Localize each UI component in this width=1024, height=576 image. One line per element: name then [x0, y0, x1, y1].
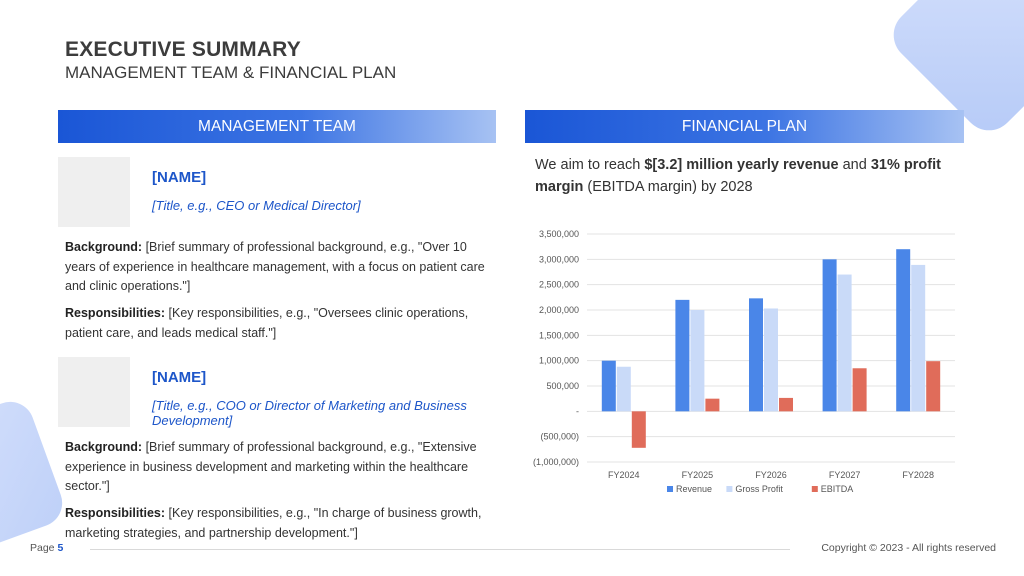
legend-label: Revenue: [676, 484, 712, 494]
x-tick-label: FY2024: [608, 470, 640, 480]
y-tick-label: (1,000,000): [533, 457, 579, 467]
member-title: [Title, e.g., CEO or Medical Director]: [152, 198, 361, 213]
y-tick-label: 2,000,000: [539, 305, 579, 315]
y-tick-label: 2,500,000: [539, 280, 579, 290]
copyright-text: Copyright © 2023 - All rights reserved: [821, 542, 996, 554]
bar-revenue: [601, 360, 616, 412]
bar-gross-profit: [690, 310, 705, 412]
legend-label: EBITDA: [821, 484, 854, 494]
bar-gross-profit: [764, 308, 778, 412]
financial-goal-text: We aim to reach $[3.2] million yearly re…: [535, 154, 965, 198]
y-tick-label: 1,000,000: [539, 356, 579, 366]
responsibilities-label: Responsibilities:: [65, 506, 166, 520]
page-title: EXECUTIVE SUMMARY: [65, 38, 301, 61]
legend-swatch: [667, 486, 673, 492]
bar-revenue: [896, 249, 911, 412]
bar-revenue: [675, 299, 690, 412]
x-tick-label: FY2028: [902, 470, 934, 480]
y-tick-label: 1,500,000: [539, 330, 579, 340]
goal-text-part: and: [838, 157, 871, 173]
y-tick-label: (500,000): [540, 432, 579, 442]
y-tick-label: 3,000,000: [539, 254, 579, 264]
member-background: Background: [Brief summary of profession…: [65, 438, 485, 497]
x-tick-label: FY2026: [755, 470, 787, 480]
page-label: Page: [30, 542, 55, 554]
member-background: Background: [Brief summary of profession…: [65, 238, 485, 297]
goal-revenue-highlight: $[3.2] million yearly revenue: [644, 157, 839, 173]
x-tick-label: FY2025: [682, 470, 714, 480]
bar-gross-profit: [837, 274, 852, 412]
bar-ebitda: [852, 368, 867, 412]
member-name: [NAME]: [152, 369, 207, 386]
responsibilities-text: [Key responsibilities, e.g., "Oversees c…: [65, 306, 469, 340]
bar-gross-profit: [616, 366, 631, 412]
bar-ebitda: [779, 397, 793, 412]
financial-plan-heading: FINANCIAL PLAN: [525, 110, 964, 143]
bar-revenue: [749, 298, 763, 412]
page-number: Page 5: [30, 542, 63, 554]
member-photo-placeholder: [58, 357, 130, 427]
y-tick-label: 500,000: [546, 381, 579, 391]
bar-ebitda: [631, 411, 646, 448]
legend-swatch: [726, 486, 733, 492]
member-photo-placeholder: [58, 157, 130, 227]
background-label: Background:: [65, 240, 143, 254]
page-subtitle: MANAGEMENT TEAM & FINANCIAL PLAN: [65, 63, 397, 82]
responsibilities-text: [Key responsibilities, e.g., "In charge …: [65, 506, 482, 540]
y-tick-label: -: [576, 406, 579, 416]
bar-ebitda: [926, 361, 941, 412]
y-tick-label: 3,500,000: [539, 229, 579, 239]
management-team-heading: MANAGEMENT TEAM: [58, 110, 496, 143]
bar-revenue: [822, 259, 837, 412]
background-text: [Brief summary of professional backgroun…: [65, 240, 485, 293]
footer-divider: [90, 549, 790, 550]
member-title: [Title, e.g., COO or Director of Marketi…: [152, 398, 467, 428]
goal-text-part: (EBITDA margin) by 2028: [583, 179, 753, 195]
financial-bar-chart: 3,500,000 3,000,000 2,500,000 2,000,000 1,50…: [533, 229, 955, 494]
background-text: [Brief summary of professional backgroun…: [65, 440, 477, 493]
responsibilities-label: Responsibilities:: [65, 306, 166, 320]
legend-label: Gross Profit: [735, 484, 783, 494]
legend-swatch: [811, 486, 818, 492]
member-responsibilities: Responsibilities: [Key responsibilities,…: [65, 504, 485, 543]
goal-text-part: We aim to reach: [535, 157, 645, 173]
bar-ebitda: [705, 398, 720, 412]
member-responsibilities: Responsibilities: [Key responsibilities,…: [65, 304, 485, 343]
x-tick-label: FY2027: [829, 470, 861, 480]
member-name: [NAME]: [152, 169, 207, 186]
background-label: Background:: [65, 440, 143, 454]
goal-margin-highlight: 31% profit margin: [535, 157, 941, 195]
bar-gross-profit: [911, 264, 926, 412]
page-number-value: 5: [57, 542, 64, 554]
